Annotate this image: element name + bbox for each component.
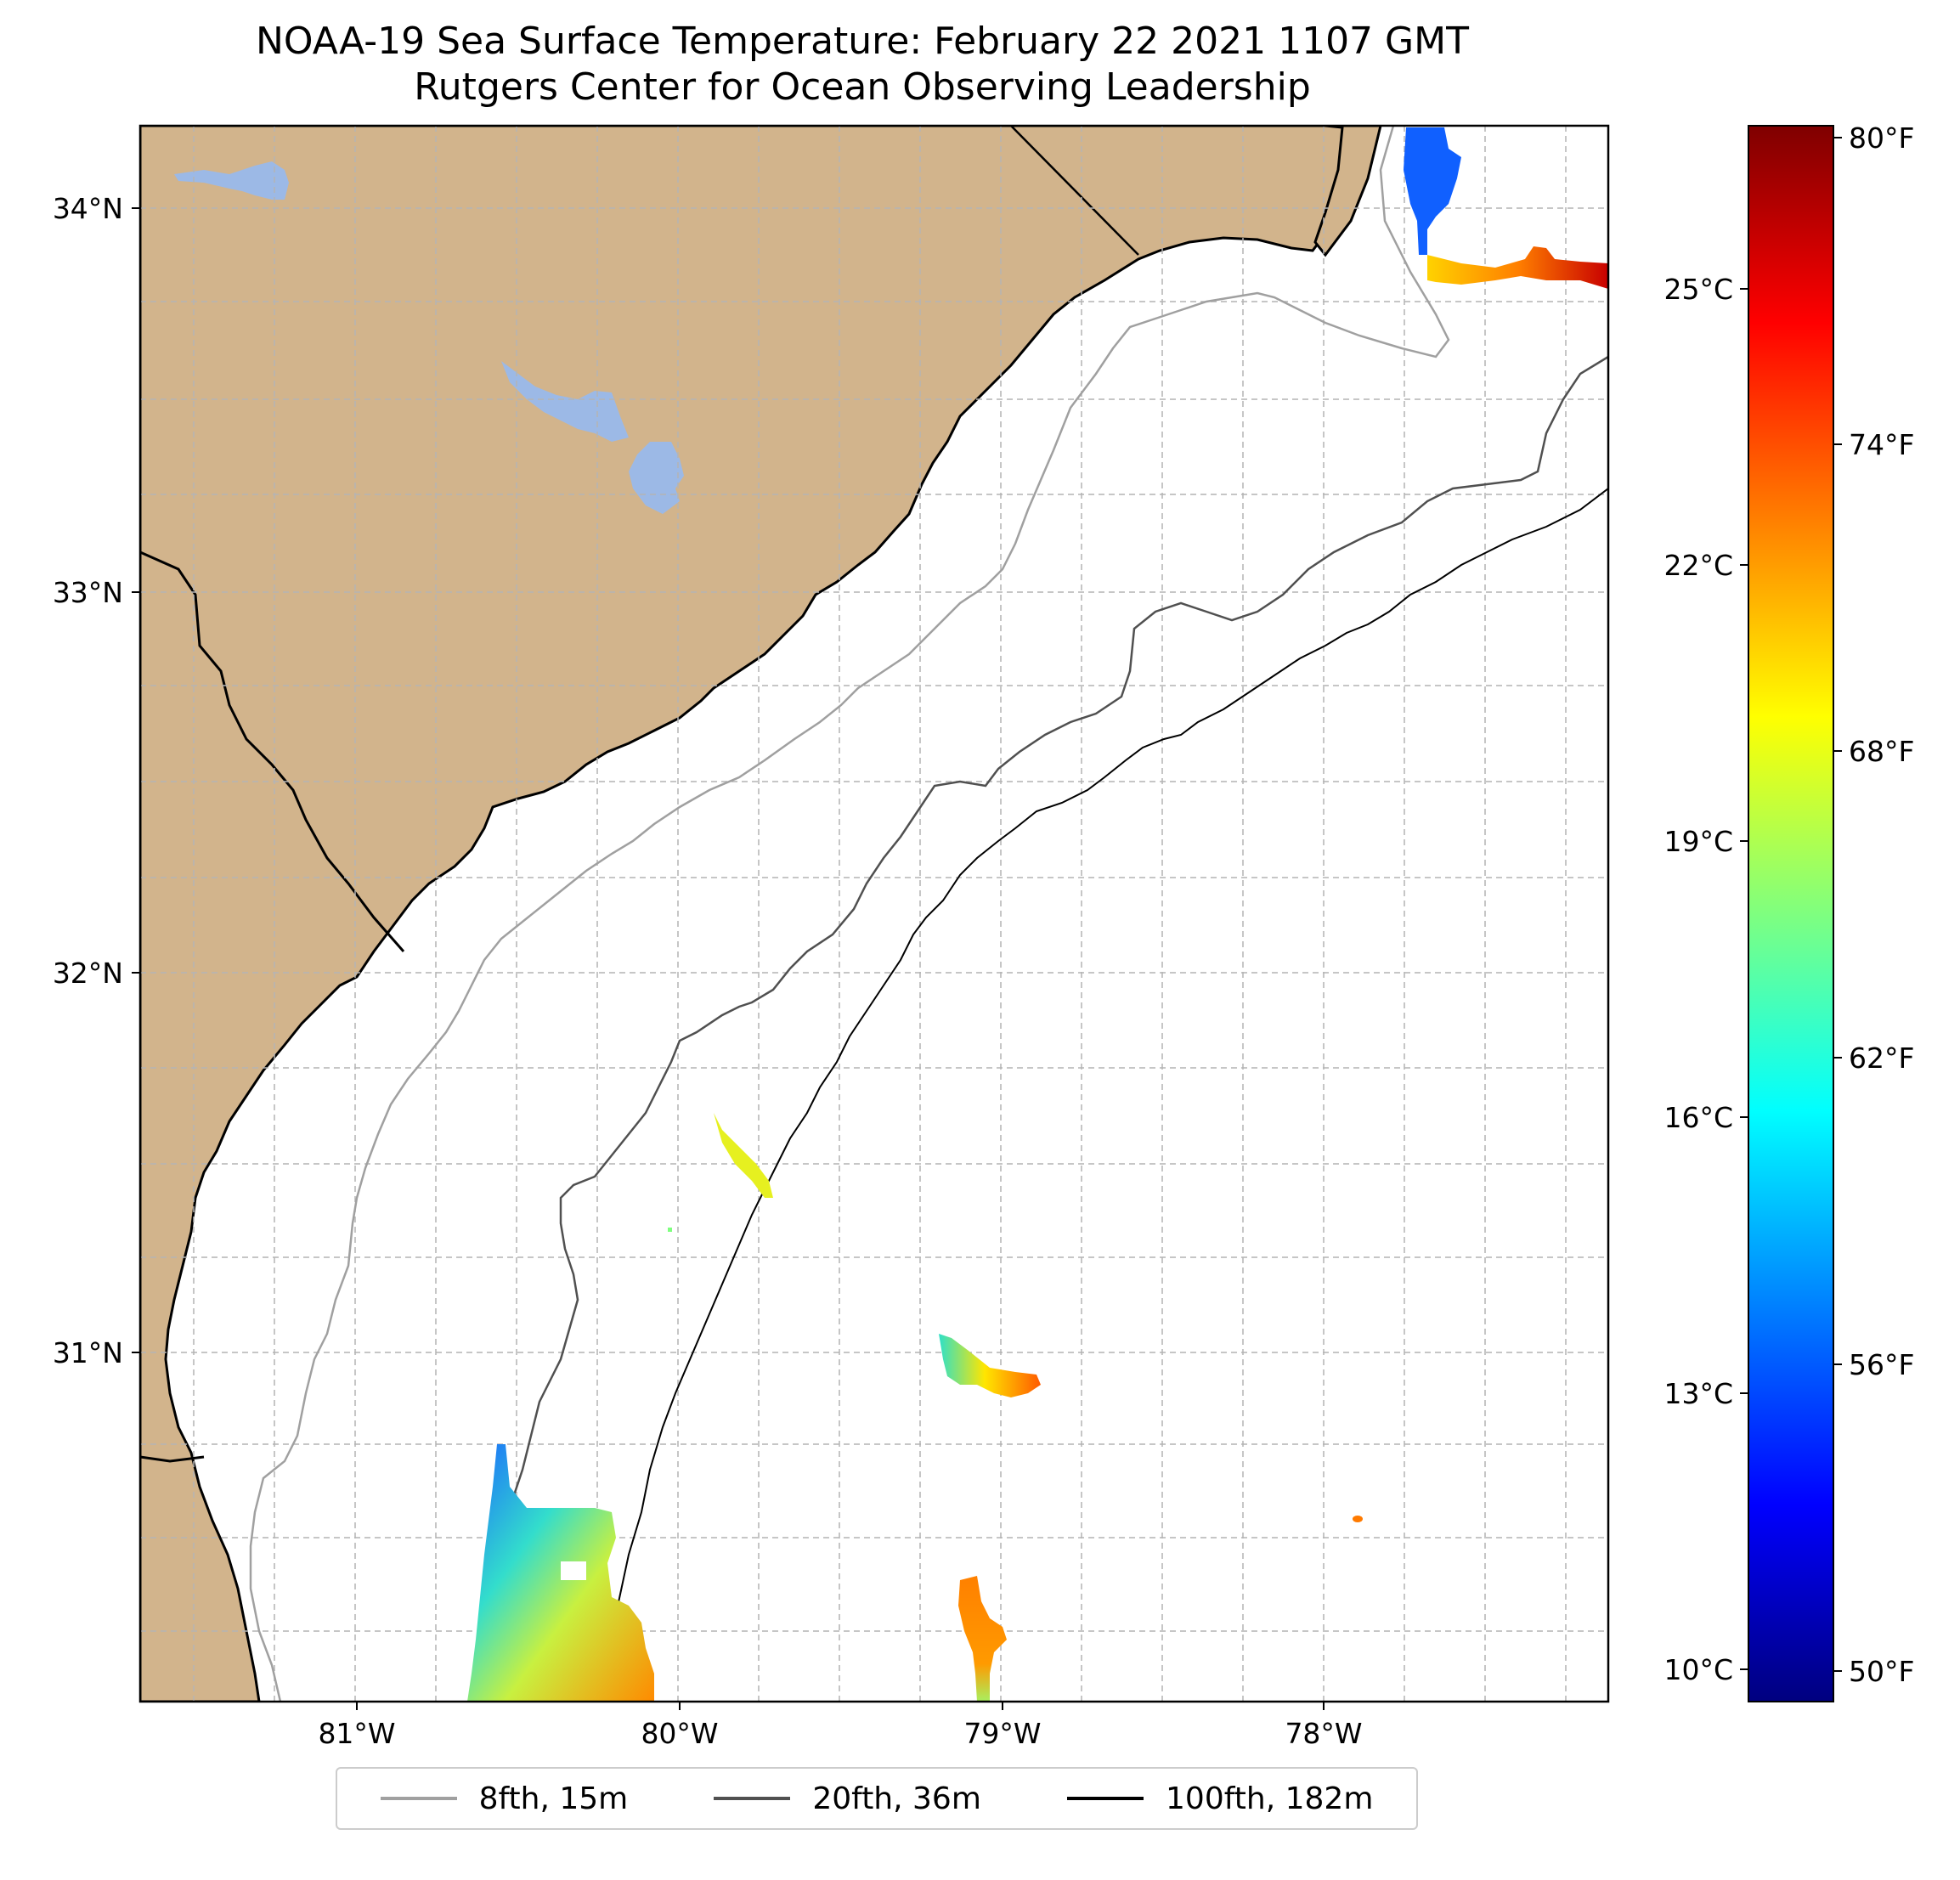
sst-patch-east-band [1427,246,1608,289]
legend-item-100fth: 100fth, 182m [1067,1781,1373,1816]
legend-label-20fth: 20fth, 36m [812,1781,981,1816]
lat-label-32: 32°N [53,957,123,990]
cb-c-25: 25°C [1663,273,1733,306]
colorbar-ticks [1740,137,1842,1672]
cb-c-13: 13°C [1663,1377,1733,1410]
cb-c-10: 10°C [1663,1653,1733,1686]
lake-3 [629,442,684,514]
legend-label-100fth: 100fth, 182m [1166,1781,1374,1816]
cb-f-80: 80°F [1849,121,1914,155]
map-title: NOAA-19 Sea Surface Temperature: Februar… [140,19,1584,110]
lon-label-81: 81°W [318,1717,395,1750]
sst-dot [1353,1516,1363,1522]
state-border-3 [140,1455,205,1463]
isobath-100fth [602,488,1608,1702]
legend-swatch-8fth [380,1797,457,1800]
sst-data-patches [467,127,1608,1702]
cb-c-22: 22°C [1663,549,1733,582]
cb-f-62: 62°F [1849,1042,1914,1075]
lat-label-33: 33°N [53,576,123,609]
sst-patch-south [958,1576,1007,1702]
legend-item-8fth: 8fth, 15m [380,1781,629,1816]
legend-label-8fth: 8fth, 15m [478,1781,629,1816]
cb-c-16: 16°C [1663,1101,1733,1134]
lon-label-80: 80°W [641,1717,718,1750]
isobath-20fth [483,355,1608,1702]
lat-lon-grid [140,126,1608,1702]
map-frame [138,124,1610,1703]
barrier-island [1313,126,1382,257]
colorbar [1748,125,1834,1702]
title-line-2: Rutgers Center for Ocean Observing Leade… [414,65,1311,109]
sst-gap [561,1561,586,1580]
legend-swatch-20fth [714,1797,791,1800]
lat-label-34: 34°N [53,192,123,225]
title-line-1: NOAA-19 Sea Surface Temperature: Februar… [256,20,1469,63]
legend-item-20fth: 20fth, 36m [714,1781,981,1816]
isobath-legend: 8fth, 15m 20fth, 36m 100fth, 182m [336,1767,1418,1830]
isobath-8fth [249,126,1450,1702]
sst-patch-center-streak [714,1113,773,1198]
cb-f-50: 50°F [1849,1655,1914,1688]
sst-patch-north-east [1404,127,1461,255]
lat-label-31: 31°N [53,1336,123,1369]
cb-c-19: 19°C [1663,825,1733,858]
sst-pixel [668,1228,672,1232]
cb-f-74: 74°F [1849,428,1914,461]
cb-f-56: 56°F [1849,1348,1914,1381]
state-border-1 [140,550,405,952]
sst-patch-center-east [939,1334,1041,1397]
lon-label-78: 78°W [1285,1717,1362,1750]
lon-label-79: 79°W [963,1717,1041,1750]
state-border-2 [1010,126,1139,256]
legend-swatch-100fth [1067,1797,1144,1800]
cb-f-68: 68°F [1849,735,1914,768]
lake-1 [174,161,289,200]
land-coastline [140,126,1382,1702]
lat-ticks [132,207,1325,1710]
